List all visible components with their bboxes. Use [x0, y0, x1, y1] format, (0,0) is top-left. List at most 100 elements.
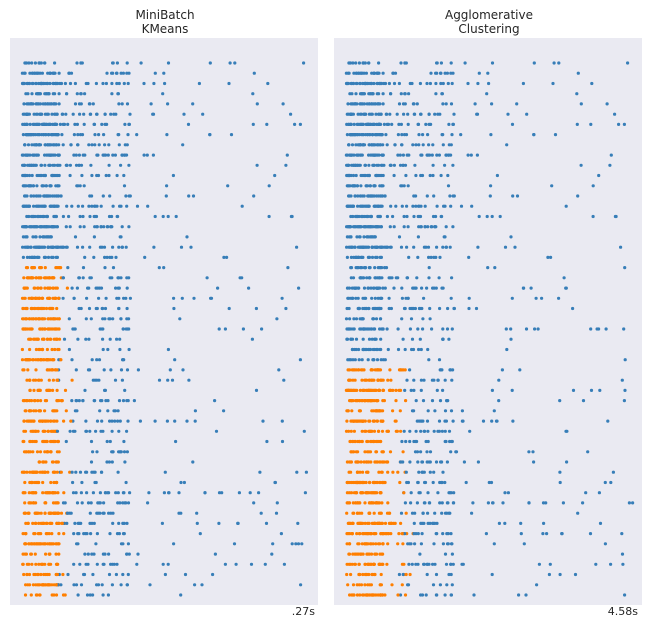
scatter-point	[464, 480, 468, 485]
scatter-point	[23, 409, 27, 413]
scatter-point	[433, 521, 437, 526]
panel-1-time-label: .27s	[292, 605, 315, 618]
scatter-point	[21, 306, 25, 311]
scatter-point	[126, 133, 130, 137]
scatter-point	[55, 337, 59, 341]
scatter-point	[57, 92, 61, 96]
scatter-point	[355, 532, 359, 536]
scatter-point	[440, 480, 444, 485]
scatter-point	[29, 317, 34, 321]
scatter-point	[386, 429, 390, 433]
scatter-point	[367, 266, 371, 270]
scatter-point	[364, 71, 368, 75]
scatter-point	[351, 245, 355, 249]
scatter-point	[265, 122, 269, 126]
scatter-point	[94, 81, 98, 86]
scatter-point	[251, 122, 255, 126]
scatter-point	[375, 92, 379, 96]
scatter-point	[165, 184, 169, 188]
scatter-point	[467, 296, 471, 300]
scatter-point	[354, 337, 359, 341]
scatter-point	[349, 255, 353, 259]
scatter-point	[345, 245, 349, 249]
scatter-point	[402, 112, 406, 116]
scatter-point	[254, 388, 259, 392]
scatter-point	[378, 562, 382, 566]
scatter-point	[270, 552, 274, 556]
scatter-point	[95, 358, 99, 362]
scatter-point	[37, 81, 41, 86]
scatter-point	[23, 542, 27, 546]
scatter-point	[426, 225, 430, 229]
scatter-point	[153, 214, 157, 219]
scatter-point	[367, 153, 371, 157]
scatter-point	[416, 122, 420, 126]
scatter-point	[353, 102, 357, 106]
scatter-point	[49, 429, 53, 433]
scatter-point	[450, 327, 454, 331]
scatter-point	[437, 153, 441, 157]
scatter-point	[372, 562, 376, 566]
scatter-point	[27, 245, 31, 249]
scatter-point	[355, 235, 359, 239]
scatter-point	[391, 71, 395, 75]
scatter-point	[128, 491, 132, 495]
scatter-point	[205, 276, 209, 280]
scatter-point	[427, 276, 431, 280]
scatter-point	[392, 225, 396, 229]
scatter-point	[492, 409, 496, 413]
scatter-point	[25, 470, 29, 474]
scatter-point	[97, 133, 101, 137]
scatter-point	[31, 184, 36, 188]
scatter-point	[93, 133, 97, 137]
scatter-point	[380, 163, 384, 167]
scatter-point	[71, 112, 75, 116]
scatter-point	[362, 460, 366, 464]
scatter-point	[124, 480, 128, 485]
scatter-point	[419, 153, 423, 157]
scatter-point	[562, 276, 566, 280]
scatter-point	[349, 276, 353, 280]
scatter-point	[23, 143, 27, 147]
scatter-point	[76, 204, 80, 208]
scatter-point	[369, 378, 373, 382]
scatter-point	[355, 255, 359, 259]
scatter-point	[124, 245, 128, 249]
scatter-point	[360, 153, 364, 157]
scatter-point	[33, 439, 37, 444]
scatter-point	[532, 133, 536, 137]
scatter-point	[367, 143, 371, 147]
scatter-point	[399, 511, 404, 515]
scatter-point	[362, 102, 366, 106]
scatter-point	[25, 235, 29, 239]
scatter-point	[421, 143, 425, 147]
scatter-point	[381, 399, 385, 403]
scatter-point	[441, 245, 445, 249]
scatter-point	[440, 214, 444, 219]
scatter-point	[208, 61, 212, 65]
scatter-point	[91, 450, 95, 454]
scatter-point	[101, 306, 105, 311]
scatter-point	[166, 102, 170, 106]
scatter-point	[432, 286, 436, 290]
scatter-point	[105, 71, 109, 75]
scatter-point	[162, 266, 166, 270]
scatter-point	[34, 429, 38, 433]
scatter-point	[61, 245, 65, 249]
scatter-point	[381, 532, 385, 536]
scatter-point	[168, 368, 172, 372]
scatter-point	[349, 460, 353, 464]
scatter-point	[122, 450, 127, 454]
scatter-point	[378, 480, 382, 485]
scatter-point	[573, 572, 578, 577]
scatter-point	[349, 122, 353, 126]
scatter-point	[62, 532, 66, 536]
scatter-point	[497, 521, 501, 526]
scatter-point	[497, 378, 501, 382]
scatter-point	[53, 163, 57, 167]
scatter-point	[450, 439, 454, 444]
scatter-point	[406, 184, 410, 188]
scatter-point	[402, 214, 406, 219]
scatter-point	[110, 419, 114, 423]
scatter-point	[367, 347, 371, 352]
